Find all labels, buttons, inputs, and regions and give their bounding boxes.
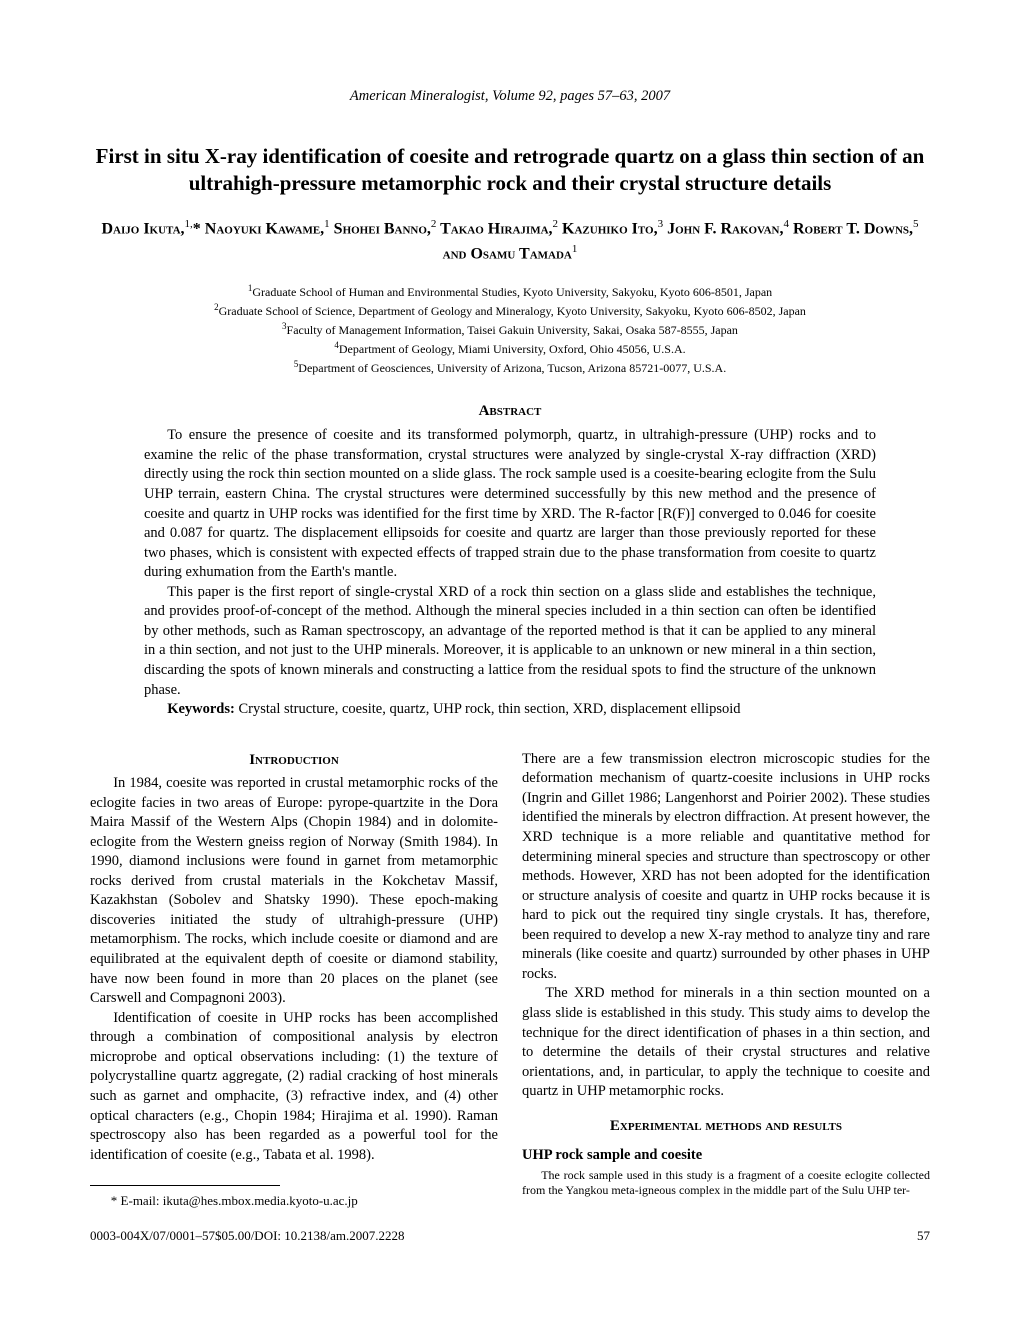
left-column: Introduction In 1984, coesite was report… xyxy=(90,750,498,1210)
body-paragraph: There are a few transmission electron mi… xyxy=(522,750,930,985)
body-paragraph: The XRD method for minerals in a thin se… xyxy=(522,984,930,1101)
abstract-heading: Abstract xyxy=(90,403,930,420)
abstract-paragraph: This paper is the first report of single… xyxy=(144,583,876,700)
subsection-heading: UHP rock sample and coesite xyxy=(522,1146,930,1166)
abstract-paragraph: To ensure the presence of coesite and it… xyxy=(144,426,876,583)
paper-page: American Mineralogist, Volume 92, pages … xyxy=(0,0,1020,1304)
keywords-text: Crystal structure, coesite, quartz, UHP … xyxy=(238,701,740,717)
corresponding-email-footnote: * E-mail: ikuta@hes.mbox.media.kyoto-u.a… xyxy=(90,1192,498,1210)
page-footer: 0003-004X/07/0001–57$05.00/DOI: 10.2138/… xyxy=(90,1228,930,1244)
affiliations: 1Graduate School of Human and Environmen… xyxy=(90,282,930,377)
right-column: There are a few transmission electron mi… xyxy=(522,750,930,1210)
body-columns: Introduction In 1984, coesite was report… xyxy=(90,750,930,1210)
experimental-heading: Experimental methods and results xyxy=(522,1116,930,1136)
footer-left: 0003-004X/07/0001–57$05.00/DOI: 10.2138/… xyxy=(90,1228,405,1244)
keywords-label: Keywords: xyxy=(167,701,235,717)
abstract-body: To ensure the presence of coesite and it… xyxy=(144,426,876,719)
introduction-heading: Introduction xyxy=(90,750,498,770)
author-list: Daijo Ikuta,1,* Naoyuki Kawame,1 Shohei … xyxy=(90,216,930,267)
footer-page-number: 57 xyxy=(917,1228,930,1244)
article-title: First in situ X-ray identification of co… xyxy=(90,143,930,198)
journal-header: American Mineralogist, Volume 92, pages … xyxy=(90,88,930,105)
abstract-keywords: Keywords: Crystal structure, coesite, qu… xyxy=(144,700,876,720)
body-paragraph: In 1984, coesite was reported in crustal… xyxy=(90,774,498,1009)
body-paragraph-small: The rock sample used in this study is a … xyxy=(522,1168,930,1199)
footnote-separator xyxy=(90,1185,280,1186)
body-paragraph: Identification of coesite in UHP rocks h… xyxy=(90,1009,498,1166)
